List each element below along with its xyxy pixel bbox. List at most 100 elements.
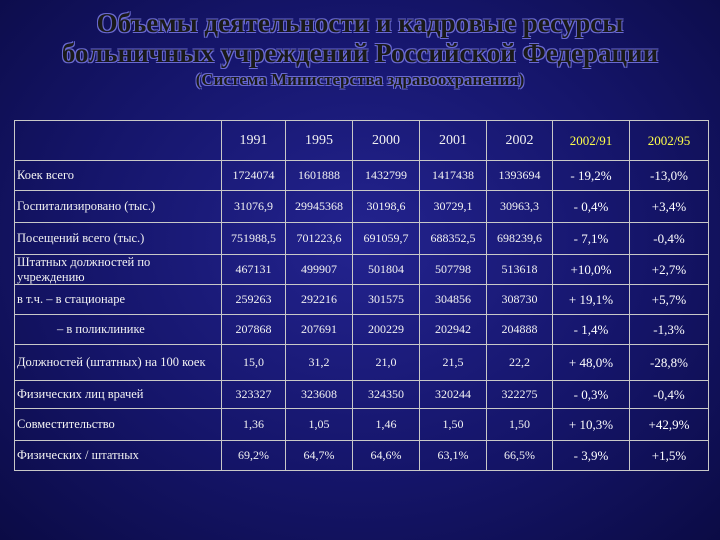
value-cell: 691059,7 — [352, 222, 420, 255]
table-row: Коек всего 1724074 1601888 1432799 1417438 13… — [14, 160, 709, 191]
value-cell: 320244 — [419, 380, 487, 409]
value-cell: 207868 — [221, 314, 286, 345]
value-cell: 501804 — [352, 254, 420, 285]
row-label: в т.ч. – в стационаре — [14, 284, 222, 315]
value-cell: 204888 — [486, 314, 553, 345]
row-label: Коек всего — [14, 160, 222, 191]
header-year-1991: 1991 — [221, 120, 286, 161]
value-cell: 467131 — [221, 254, 286, 285]
table-row: Штатных должностей по учреждению 467131 49… — [14, 254, 709, 285]
row-label: Штатных должностей по учреждению — [14, 254, 222, 285]
row-label: Совместительство — [14, 408, 222, 441]
change-2002-95-cell: -0,4% — [629, 380, 709, 409]
table-row: Посещений всего (тыс.) 751988,5 701223,6 69… — [14, 222, 709, 255]
value-cell: 30963,3 — [486, 190, 553, 223]
value-cell: 200229 — [352, 314, 420, 345]
title-line-2: больничных учреждений Российской Федерац… — [61, 38, 659, 68]
value-cell: 304856 — [419, 284, 487, 315]
header-year-2002: 2002 — [486, 120, 553, 161]
value-cell: 1,50 — [419, 408, 487, 441]
value-cell: 29945368 — [285, 190, 353, 223]
title-line-1: Объемы деятельности и кадровые ресурсы — [96, 8, 624, 38]
value-cell: 30729,1 — [419, 190, 487, 223]
value-cell: 63,1% — [419, 440, 487, 471]
row-label: Физических лиц врачей — [14, 380, 222, 409]
header-ratio-2002-91: 2002/91 — [552, 120, 630, 161]
header-year-2001: 2001 — [419, 120, 487, 161]
value-cell: 259263 — [221, 284, 286, 315]
value-cell: 308730 — [486, 284, 553, 315]
value-cell: 513618 — [486, 254, 553, 285]
value-cell: 1,50 — [486, 408, 553, 441]
change-2002-91-cell: + 48,0% — [552, 344, 630, 381]
value-cell: 688352,5 — [419, 222, 487, 255]
value-cell: 301575 — [352, 284, 420, 315]
value-cell: 64,7% — [285, 440, 353, 471]
value-cell: 1432799 — [352, 160, 420, 191]
row-label: Посещений всего (тыс.) — [14, 222, 222, 255]
table-row: Физических / штатных 69,2% 64,7% 64,6% 63,1%… — [14, 440, 709, 471]
value-cell: 323327 — [221, 380, 286, 409]
value-cell: 66,5% — [486, 440, 553, 471]
value-cell: 31,2 — [285, 344, 353, 381]
table-row: Госпитализировано (тыс.) 31076,9 29945368 3… — [14, 190, 709, 223]
change-2002-95-cell: +2,7% — [629, 254, 709, 285]
value-cell: 1,05 — [285, 408, 353, 441]
change-2002-91-cell: - 19,2% — [552, 160, 630, 191]
value-cell: 64,6% — [352, 440, 420, 471]
change-2002-91-cell: - 1,4% — [552, 314, 630, 345]
value-cell: 322275 — [486, 380, 553, 409]
table-row: Должностей (штатных) на 100 коек 15,0 31,2… — [14, 344, 709, 381]
statistics-table: 1991 1995 2000 2001 2002 2002/91 2002/95… — [14, 120, 709, 471]
value-cell: 324350 — [352, 380, 420, 409]
value-cell: 698239,6 — [486, 222, 553, 255]
value-cell: 202942 — [419, 314, 487, 345]
change-2002-91-cell: - 7,1% — [552, 222, 630, 255]
value-cell: 701223,6 — [285, 222, 353, 255]
value-cell: 22,2 — [486, 344, 553, 381]
change-2002-95-cell: -0,4% — [629, 222, 709, 255]
value-cell: 1724074 — [221, 160, 286, 191]
header-row: 1991 1995 2000 2001 2002 2002/91 2002/95 — [14, 120, 709, 161]
value-cell: 507798 — [419, 254, 487, 285]
row-label: Физических / штатных — [14, 440, 222, 471]
value-cell: 292216 — [285, 284, 353, 315]
row-label: Госпитализировано (тыс.) — [14, 190, 222, 223]
row-label: – в поликлинике — [14, 314, 222, 345]
change-2002-95-cell: +5,7% — [629, 284, 709, 315]
header-year-2000: 2000 — [352, 120, 420, 161]
corner-cell — [14, 120, 222, 161]
value-cell: 207691 — [285, 314, 353, 345]
change-2002-95-cell: +3,4% — [629, 190, 709, 223]
change-2002-91-cell: +10,0% — [552, 254, 630, 285]
change-2002-91-cell: + 19,1% — [552, 284, 630, 315]
value-cell: 1417438 — [419, 160, 487, 191]
change-2002-91-cell: - 0,3% — [552, 380, 630, 409]
change-2002-91-cell: - 0,4% — [552, 190, 630, 223]
value-cell: 30198,6 — [352, 190, 420, 223]
value-cell: 21,5 — [419, 344, 487, 381]
change-2002-95-cell: +1,5% — [629, 440, 709, 471]
value-cell: 499907 — [285, 254, 353, 285]
row-label: Должностей (штатных) на 100 коек — [14, 344, 222, 381]
table-row: – в поликлинике 207868 207691 200229 202942 2… — [14, 314, 709, 345]
value-cell: 21,0 — [352, 344, 420, 381]
change-2002-95-cell: -28,8% — [629, 344, 709, 381]
table-row: Совместительство 1,36 1,05 1,46 1,50 1,50 + 10… — [14, 408, 709, 441]
value-cell: 323608 — [285, 380, 353, 409]
value-cell: 751988,5 — [221, 222, 286, 255]
change-2002-91-cell: + 10,3% — [552, 408, 630, 441]
value-cell: 31076,9 — [221, 190, 286, 223]
value-cell: 15,0 — [221, 344, 286, 381]
change-2002-95-cell: -1,3% — [629, 314, 709, 345]
header-ratio-2002-95: 2002/95 — [629, 120, 709, 161]
change-2002-95-cell: -13,0% — [629, 160, 709, 191]
value-cell: 69,2% — [221, 440, 286, 471]
value-cell: 1,46 — [352, 408, 420, 441]
header-year-1995: 1995 — [285, 120, 353, 161]
value-cell: 1601888 — [285, 160, 353, 191]
subtitle: (Система Министерства здравоохранения) — [195, 70, 525, 89]
change-2002-95-cell: +42,9% — [629, 408, 709, 441]
value-cell: 1393694 — [486, 160, 553, 191]
table-row: в т.ч. – в стационаре 259263 292216 301575 3… — [14, 284, 709, 315]
